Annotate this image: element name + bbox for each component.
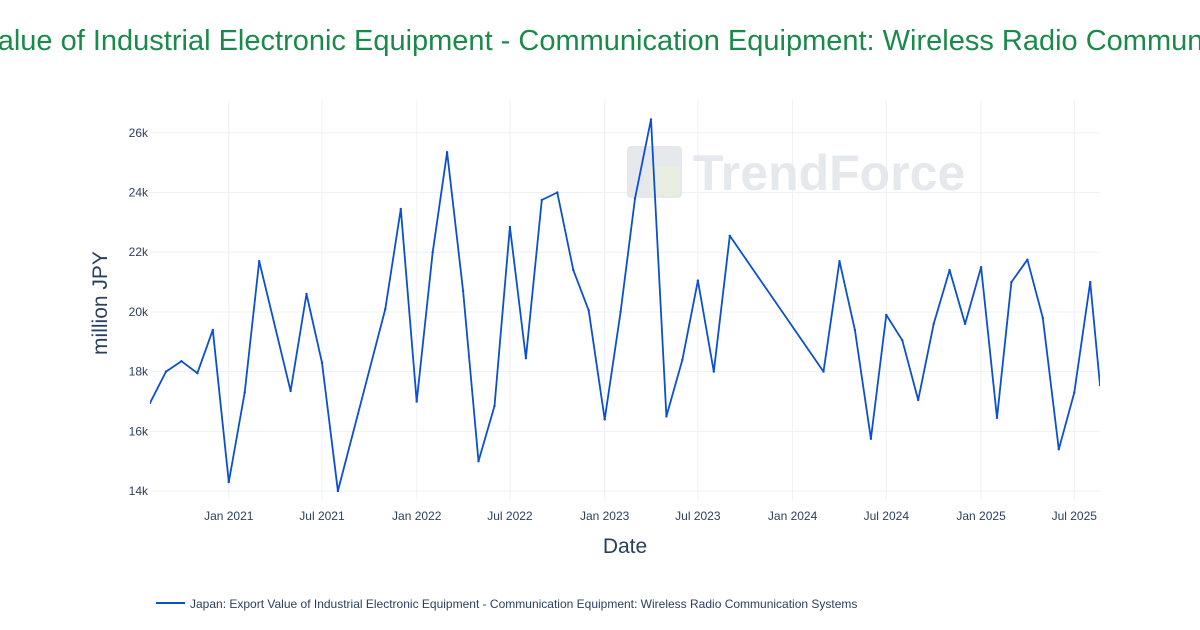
x-tick-label: Jan 2021 [204,509,254,523]
data-point [243,391,246,394]
y-gridlines [150,132,1100,492]
y-tick-label: 16k [129,424,149,438]
x-tick-label: Jan 2025 [956,509,1006,523]
y-axis-title: million JPY [89,251,112,355]
y-tick-label: 26k [129,126,149,140]
data-point [556,191,559,194]
data-point [540,198,543,202]
data-point [1057,448,1061,451]
data-point [712,370,715,373]
data-point [1010,280,1013,284]
data-point [493,404,496,408]
data-point [196,371,199,375]
watermark-logo-accent-icon [650,166,680,196]
data-point [305,292,308,296]
data-point [838,260,841,263]
data-point [1089,280,1092,284]
data-point [150,401,152,405]
x-gridlines [228,100,1075,500]
data-point [853,328,857,332]
x-tick-label: Jan 2024 [768,509,818,523]
data-point [587,309,590,312]
data-point [633,197,637,200]
data-point [320,361,324,364]
data-point [822,370,825,373]
data-point [696,279,700,282]
y-tick-label: 18k [129,365,149,379]
data-point [932,322,935,326]
x-tick-label: Jan 2023 [580,509,630,523]
data-point [885,313,888,317]
legend-label: Japan: Export Value of Industrial Electr… [190,597,857,611]
x-tick-labels: Jan 2021 Jul 2021 Jan 2022 Jul 2022 Jan 2023… [204,509,1097,523]
data-point [572,268,575,272]
data-point [603,418,606,421]
watermark-text: TrendForce [693,145,965,201]
series-line [150,118,1100,492]
data-point [1073,391,1076,394]
x-tick-label: Jul 2025 [1052,509,1098,523]
data-point [524,357,528,360]
data-point [665,415,668,418]
data-point [477,460,480,463]
data-point [1026,258,1029,261]
data-point [431,251,434,254]
data-point [180,360,183,363]
data-point [227,480,230,484]
data-point [289,389,292,393]
data-point [461,289,465,293]
data-point [681,358,684,361]
data-point [948,268,951,272]
x-tick-label: Jul 2024 [864,509,910,523]
x-tick-label: Jul 2021 [299,509,345,523]
watermark: TrendForce [627,145,965,201]
data-point [917,398,920,402]
data-point [869,437,873,440]
data-point [649,118,653,121]
data-point [979,266,983,269]
chart-title: Japan: Export Value of Industrial Electr… [0,25,1200,57]
data-point [445,151,449,154]
y-tick-labels: 14k 16k 18k 20k 22k 24k 26k [129,126,149,498]
data-point [258,260,261,263]
data-point [901,339,904,342]
data-point [211,328,214,332]
y-tick-label: 22k [129,245,149,259]
x-tick-label: Jan 2022 [392,509,442,523]
data-point [728,234,731,237]
legend[interactable]: Japan: Export Value of Industrial Electr… [156,597,857,611]
data-point [508,225,512,229]
data-point [963,322,967,326]
data-point [384,307,387,311]
data-point [995,416,999,420]
y-tick-label: 24k [129,186,149,200]
y-tick-label: 20k [129,305,149,319]
y-tick-label: 14k [129,484,149,498]
data-point [1041,316,1045,320]
data-point [1098,383,1100,387]
series-points [150,118,1100,493]
data-point [336,489,340,493]
data-point [164,370,168,373]
x-tick-label: Jul 2023 [675,509,721,523]
x-axis-title: Date [603,535,647,558]
x-tick-label: Jul 2022 [487,509,533,523]
data-point [399,207,402,211]
data-point [619,310,622,314]
data-point [415,400,418,403]
